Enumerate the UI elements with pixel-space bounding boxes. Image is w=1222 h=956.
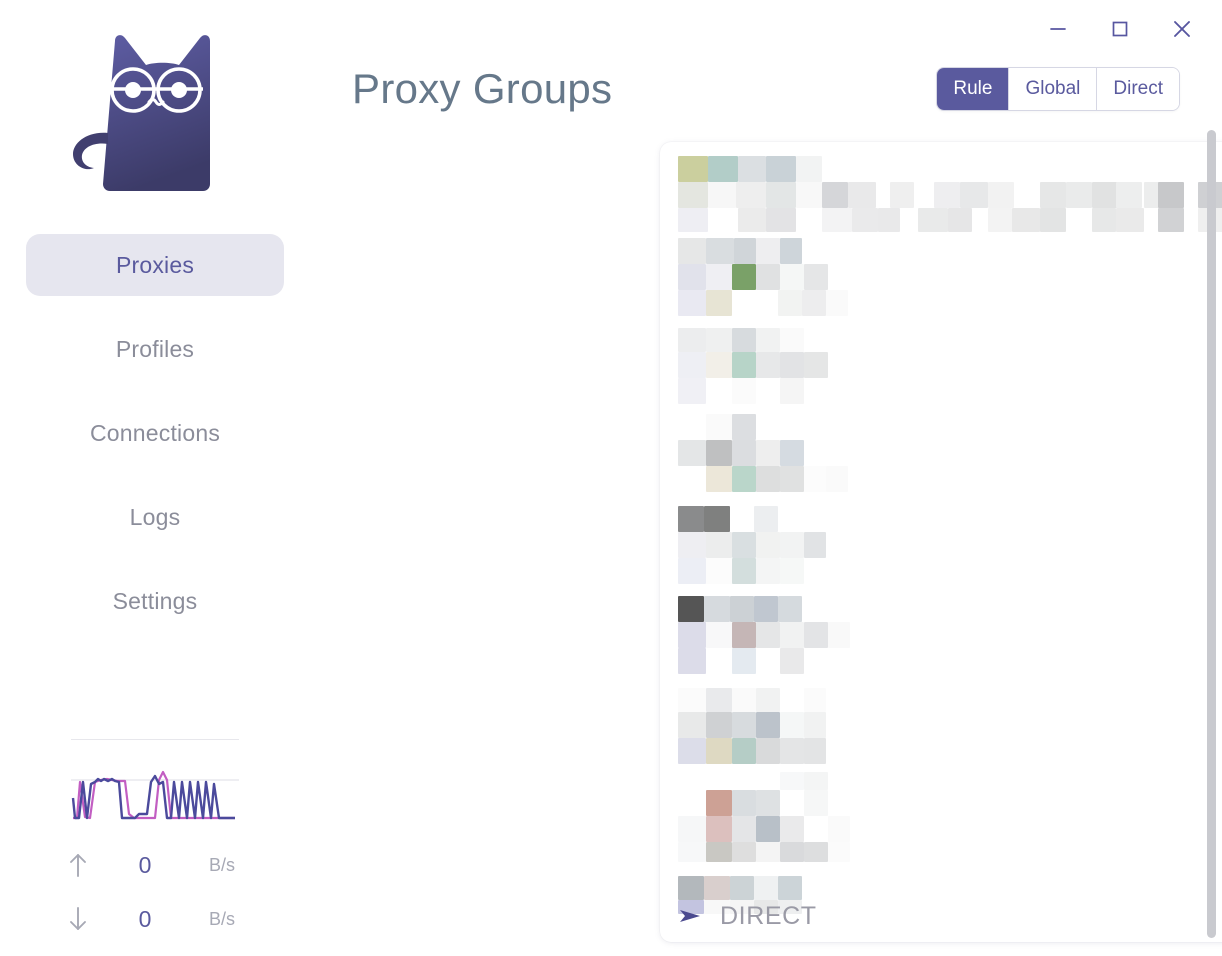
sidebar-nav: Proxies Profiles Connections Logs Settin… [0, 234, 310, 654]
proxy-group-row-7[interactable] [660, 682, 1222, 772]
close-icon[interactable] [1162, 12, 1202, 46]
sidebar-item-settings[interactable]: Settings [26, 570, 284, 632]
proxy-group-row-6[interactable] [660, 592, 1222, 682]
main-content: Proxy Groups Rule Global Direct [310, 0, 1222, 956]
redacted-group-name [678, 682, 1222, 772]
redacted-group-name [678, 142, 1222, 232]
proxy-groups-card: DIRECT [660, 142, 1222, 942]
proxy-mode-switch: Rule Global Direct [936, 67, 1180, 111]
proxy-group-row-8[interactable] [660, 772, 1222, 862]
sidebar-item-label: Connections [89, 419, 221, 446]
main-scrollbar[interactable] [1207, 120, 1216, 950]
arrow-down-icon [55, 906, 101, 932]
window-controls [1038, 0, 1222, 58]
proxy-group-row-9[interactable] [660, 862, 1222, 942]
mode-button-direct[interactable]: Direct [1097, 68, 1179, 110]
redacted-group-name [678, 232, 1222, 322]
redacted-group-name [678, 322, 1222, 412]
sidebar-item-label: Profiles [115, 335, 195, 362]
sidebar-item-logs[interactable]: Logs [26, 486, 284, 548]
download-speed-unit: B/s [208, 908, 235, 929]
download-speed-value: 0 [138, 905, 152, 932]
proxy-group-row-2[interactable] [660, 232, 1222, 322]
mode-button-rule[interactable]: Rule [937, 68, 1010, 110]
sidebar-divider [71, 739, 239, 740]
redacted-group-name [678, 772, 1222, 862]
sidebar-item-connections[interactable]: Connections [26, 402, 284, 464]
page-title: Proxy Groups [352, 65, 613, 112]
redacted-group-name [678, 592, 1222, 682]
download-speed-row: 0 B/s [55, 892, 255, 946]
minimize-icon[interactable] [1038, 12, 1078, 46]
direct-proxy-entry[interactable]: DIRECT [678, 896, 817, 936]
direct-proxy-label: DIRECT [720, 901, 817, 930]
traffic-sparkline [71, 762, 239, 824]
proxy-group-row-3[interactable] [660, 322, 1222, 412]
sidebar-item-label: Settings [112, 587, 198, 614]
scrollbar-thumb[interactable] [1207, 130, 1216, 938]
redacted-group-name [678, 862, 1222, 942]
proxy-group-row-1[interactable] [660, 142, 1222, 232]
proxy-group-row-4[interactable] [660, 412, 1222, 502]
redacted-group-name [678, 502, 1222, 592]
sidebar-item-profiles[interactable]: Profiles [26, 318, 284, 380]
sidebar-item-label: Proxies [115, 251, 195, 278]
proxy-groups-list: DIRECT [660, 142, 1222, 942]
sidebar-footer: 0 B/s 0 B/s [0, 739, 310, 946]
mode-button-global[interactable]: Global [1009, 68, 1098, 110]
sidebar-item-label: Logs [129, 503, 181, 530]
upload-speed-value: 0 [138, 851, 152, 878]
arrow-up-icon [55, 852, 101, 878]
sidebar-item-proxies[interactable]: Proxies [26, 234, 284, 296]
sidebar: Proxies Profiles Connections Logs Settin… [0, 0, 310, 956]
send-arrow-icon [678, 906, 704, 926]
proxy-group-row-5[interactable] [660, 502, 1222, 592]
upload-speed-unit: B/s [208, 854, 235, 875]
redacted-group-name [678, 412, 1222, 502]
upload-speed-row: 0 B/s [55, 838, 255, 892]
maximize-icon[interactable] [1100, 12, 1140, 46]
clash-cat-logo [45, 18, 265, 218]
page-header: Proxy Groups Rule Global Direct [352, 54, 1180, 124]
